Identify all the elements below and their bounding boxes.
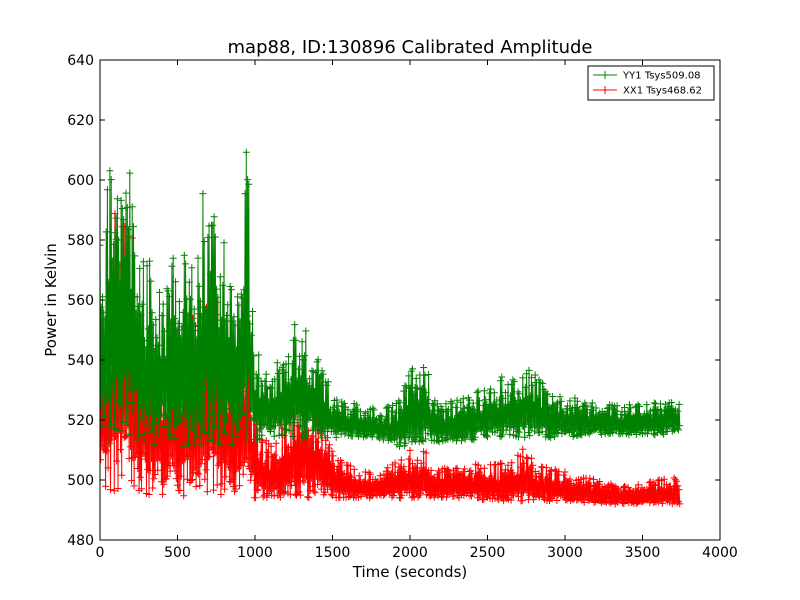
legend: YY1 Tsys509.08 XX1 Tsys468.62 xyxy=(587,65,715,101)
legend-label: YY1 Tsys509.08 xyxy=(622,71,701,82)
y-axis: 480 500 520 540 560 580 600 620 640 xyxy=(67,53,720,549)
y-tick-label: 520 xyxy=(67,413,94,429)
x-axis: 0 500 1000 1500 2000 2500 3000 3500 4000 xyxy=(96,60,738,561)
x-tick-label: 1000 xyxy=(237,545,273,561)
x-tick-label: 3500 xyxy=(625,545,661,561)
legend-label: XX1 Tsys468.62 xyxy=(623,86,702,97)
series-0 xyxy=(100,148,684,450)
legend-frame xyxy=(587,65,715,101)
x-tick-label: 2000 xyxy=(392,545,428,561)
y-axis-label: Power in Kelvin xyxy=(42,243,60,357)
y-tick-label: 500 xyxy=(67,473,94,489)
legend-marker xyxy=(601,86,609,94)
x-axis-label: Time (seconds) xyxy=(352,563,468,581)
x-tick-label: 4000 xyxy=(702,545,738,561)
x-tick-label: 2500 xyxy=(470,545,506,561)
y-tick-label: 620 xyxy=(67,113,94,129)
y-tick-label: 640 xyxy=(67,53,94,69)
y-tick-label: 600 xyxy=(67,173,94,189)
x-tick-label: 1500 xyxy=(315,545,351,561)
x-tick-label: 3000 xyxy=(547,545,583,561)
y-tick-label: 560 xyxy=(67,293,94,309)
series-markers xyxy=(100,148,684,450)
series-line xyxy=(100,152,681,447)
x-tick-label: 500 xyxy=(164,545,191,561)
plot-area xyxy=(99,59,721,541)
y-tick-label: 540 xyxy=(67,353,94,369)
y-tick-label: 580 xyxy=(67,233,94,249)
x-tick-label: 0 xyxy=(96,545,105,561)
y-tick-label: 480 xyxy=(67,533,94,549)
series-layer xyxy=(100,148,684,508)
legend-marker xyxy=(601,71,609,79)
chart-title: map88, ID:130896 Calibrated Amplitude xyxy=(228,37,593,58)
